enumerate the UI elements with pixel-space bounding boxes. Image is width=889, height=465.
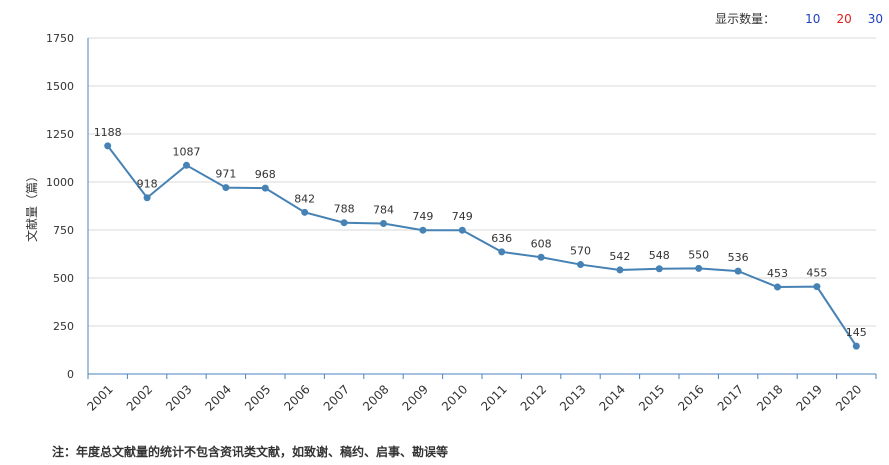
x-tick-label: 2007 [321, 382, 352, 413]
data-label: 608 [531, 237, 552, 250]
y-tick-label: 500 [53, 272, 74, 285]
y-tick-label: 1250 [46, 128, 74, 141]
display-count-option-20[interactable]: 20 [836, 11, 852, 26]
x-tick-label: 2009 [400, 382, 431, 413]
y-tick-label: 1500 [46, 80, 74, 93]
data-label: 542 [609, 250, 630, 263]
data-label: 145 [846, 326, 867, 339]
data-point [616, 266, 624, 274]
data-label: 784 [373, 203, 394, 216]
data-point [104, 142, 112, 150]
data-point [458, 226, 466, 234]
data-label: 749 [412, 210, 433, 223]
series-line [106, 145, 858, 347]
x-tick-label: 2005 [242, 382, 273, 413]
display-count-option-30[interactable]: 30 [867, 11, 883, 26]
data-label: 536 [728, 251, 749, 264]
x-tick-label: 2001 [84, 382, 115, 413]
data-point [498, 248, 506, 256]
data-point [774, 283, 781, 291]
data-label: 548 [649, 249, 670, 262]
data-point [222, 184, 230, 192]
data-point [852, 342, 860, 350]
data-point [143, 194, 151, 202]
data-label: 788 [334, 203, 355, 216]
x-tick-label: 2004 [203, 382, 234, 413]
y-tick-label: 1000 [46, 176, 74, 189]
x-tick-label: 2018 [754, 382, 785, 413]
x-tick-label: 2015 [636, 382, 667, 413]
data-point [301, 208, 309, 216]
data-point [537, 253, 545, 261]
data-point [695, 264, 703, 272]
display-count-selector: 显示数量： 10 20 30 [715, 10, 883, 27]
x-tick-label: 2019 [794, 382, 825, 413]
data-point [340, 219, 348, 227]
y-tick-label: 250 [53, 320, 74, 333]
data-point [734, 267, 742, 275]
data-label: 918 [137, 178, 158, 191]
display-count-label: 显示数量： [715, 12, 776, 26]
display-count-option-10[interactable]: 10 [805, 11, 821, 26]
data-label: 968 [255, 168, 276, 181]
data-label: 570 [570, 245, 591, 258]
y-axis-title: 文献量（篇） [24, 170, 39, 242]
data-point [183, 161, 190, 169]
x-tick-label: 2014 [597, 382, 628, 413]
x-tick-label: 2002 [124, 382, 155, 413]
data-label: 971 [215, 168, 236, 181]
data-point [261, 184, 269, 192]
data-label: 842 [294, 192, 315, 205]
data-point [655, 265, 663, 273]
y-tick-label: 0 [67, 368, 74, 381]
data-label: 636 [491, 232, 512, 245]
x-tick-label: 2006 [281, 382, 312, 413]
data-point [419, 226, 427, 234]
x-tick-label: 2010 [439, 382, 470, 413]
line-chart: 0 250 500 750 1000 1250 1500 1750 文献量（篇） 2001 2002… [24, 32, 877, 414]
data-label: 749 [452, 210, 473, 223]
x-tick-label: 2016 [675, 382, 706, 413]
data-label: 453 [767, 267, 788, 280]
x-tick-label: 2012 [518, 382, 549, 413]
y-tick-label: 750 [53, 224, 74, 237]
x-tick-label: 2008 [360, 382, 391, 413]
footnote: 注：年度总文献量的统计不包含资讯类文献，如致谢、稿约、启事、勘误等 [52, 445, 449, 459]
data-label: 1188 [94, 126, 122, 139]
data-label: 1087 [173, 145, 201, 158]
data-label: 550 [688, 248, 709, 261]
x-tick-label: 2003 [163, 382, 194, 413]
data-point [380, 219, 387, 227]
y-tick-label: 1750 [46, 32, 74, 45]
x-tick-label: 2011 [478, 382, 509, 413]
data-point [813, 283, 821, 291]
x-tick-label: 2013 [557, 382, 588, 413]
data-label: 455 [806, 267, 827, 280]
x-tick-label: 2020 [833, 382, 864, 413]
x-tick-label: 2017 [715, 382, 746, 413]
data-point [577, 261, 584, 269]
